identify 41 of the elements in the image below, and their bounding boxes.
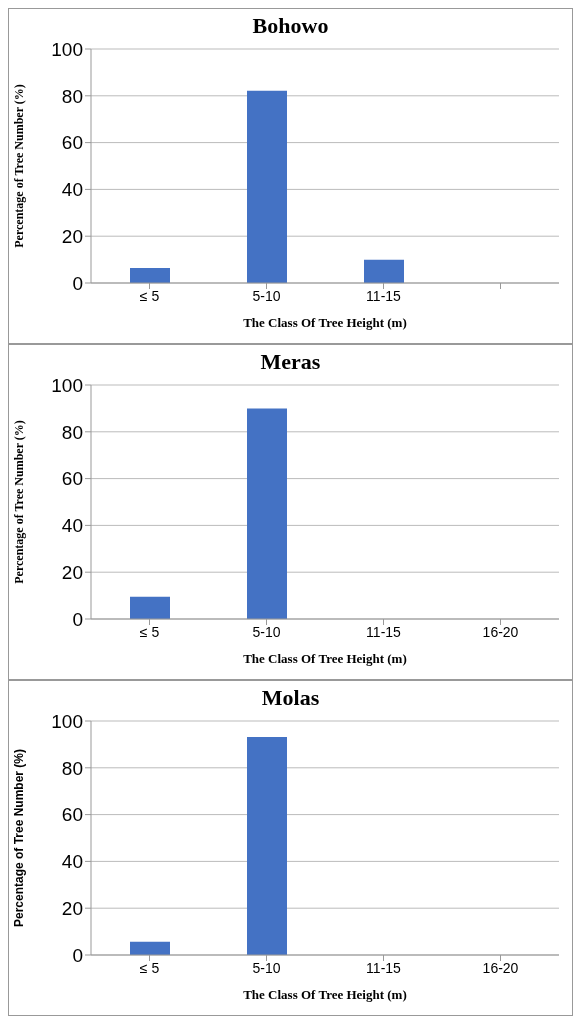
x-tick-label: 11-15 <box>366 623 402 640</box>
x-tick-label: ≤ 5 <box>139 623 160 640</box>
y-axis-title: Percentage of Tree Number (%) <box>12 84 27 248</box>
chart-title: Meras <box>259 349 322 375</box>
chart-title: Molas <box>260 685 321 711</box>
y-tick-label: 100 <box>51 38 83 60</box>
y-tick-label: 20 <box>61 897 83 919</box>
x-axis-title: The Class Of Tree Height (m) <box>243 651 407 666</box>
x-axis-title: The Class Of Tree Height (m) <box>243 987 407 1002</box>
y-tick-label: 20 <box>61 225 83 247</box>
y-axis-title: Percentage of Tree Number (%) <box>12 748 27 928</box>
x-tick-label: 11-15 <box>366 287 402 304</box>
y-tick-label: 80 <box>61 421 83 443</box>
chart-title: Bohowo <box>251 13 330 39</box>
y-tick-label: 80 <box>61 757 83 779</box>
x-tick-label: 16-20 <box>482 623 519 640</box>
y-tick-label: 20 <box>61 561 83 583</box>
x-tick-label: 16-20 <box>482 959 519 976</box>
y-tick-label: 0 <box>72 272 83 294</box>
x-tick-label: 11-15 <box>366 959 402 976</box>
y-tick-label: 40 <box>61 851 83 873</box>
y-tick-label: 80 <box>61 85 83 107</box>
y-tick-label: 100 <box>51 710 83 732</box>
bar <box>130 268 170 283</box>
y-tick-label: 40 <box>61 179 83 201</box>
x-tick-label: 5-10 <box>252 287 281 304</box>
x-axis-title: The Class Of Tree Height (m) <box>243 315 407 330</box>
x-tick-label: 5-10 <box>252 959 281 976</box>
y-tick-label: 60 <box>61 468 83 490</box>
y-tick-label: 0 <box>72 608 83 630</box>
x-tick-label: ≤ 5 <box>139 287 160 304</box>
y-tick-label: 100 <box>51 374 83 396</box>
x-tick-label: ≤ 5 <box>139 959 160 976</box>
bar <box>364 259 404 283</box>
y-tick-label: 40 <box>61 515 83 537</box>
y-tick-label: 60 <box>61 132 83 154</box>
x-tick-label: 5-10 <box>252 623 281 640</box>
y-tick-label: 60 <box>61 804 83 826</box>
y-tick-label: 0 <box>72 944 83 966</box>
y-axis-title: Percentage of Tree Number (%) <box>12 420 27 584</box>
bar <box>247 90 287 283</box>
